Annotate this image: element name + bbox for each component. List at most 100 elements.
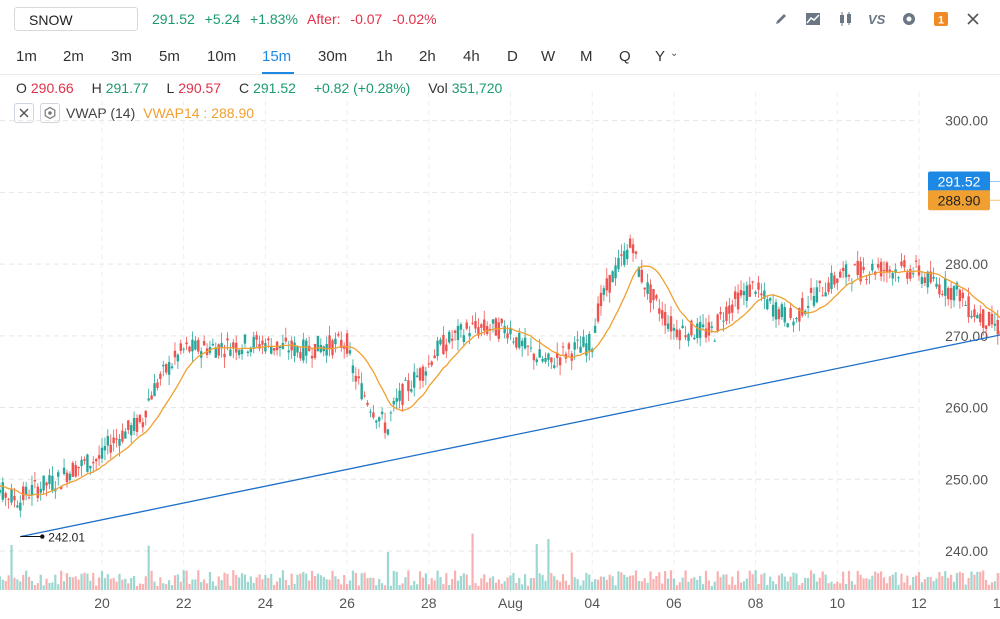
candle-body [725,306,728,321]
candle-body [270,346,273,354]
candle-body [964,305,967,307]
candle-body [100,447,104,459]
volume-bar [42,585,45,590]
volume-bar [410,585,413,590]
candle-body [401,383,404,405]
volume-bar [284,579,287,590]
candle-body [713,340,716,342]
volume-bar [769,576,772,590]
candle-body [202,341,206,346]
low-marker-dot [40,534,45,539]
candle-body [497,322,501,339]
symbol-input[interactable]: SNOW [14,7,138,31]
candle-body [197,339,200,352]
candle-body [652,289,655,301]
volume-bar [812,573,816,590]
volume-bar [30,580,34,590]
volume-bar [109,578,112,590]
timeframe-15m[interactable]: 15m [262,48,292,65]
volume-bar [351,570,355,590]
timeframe-4h[interactable]: 4h [463,48,480,65]
volume-bar [477,585,480,590]
candle-body [153,383,156,397]
timeframe-m[interactable]: M [580,48,593,65]
volume-bar [176,574,179,590]
candle-body [844,264,848,278]
timeframe-1m[interactable]: 1m [16,48,37,65]
timeframe-q[interactable]: Q [619,48,631,65]
volume-bar [506,577,509,590]
timeframe-3m[interactable]: 3m [111,48,132,65]
pencil-icon[interactable] [768,9,794,29]
volume-bar [65,573,69,590]
volume-bar [623,574,626,590]
last-price-tag [928,171,990,192]
volume-bar [71,577,74,590]
timeframe-2m[interactable]: 2m [63,48,84,65]
volume-bar [722,574,725,590]
candle-body [748,284,751,297]
candle-body [220,343,223,349]
candle-body [389,412,393,414]
volume-bar [436,570,439,590]
volume-bar [401,583,404,590]
low-marker-label: 242.01 [48,531,85,545]
area-chart-icon[interactable] [800,9,826,29]
timeframe-w[interactable]: W [541,48,556,65]
timeframe-2h[interactable]: 2h [419,48,436,65]
close-icon[interactable] [960,9,986,29]
candle-body [570,353,573,361]
volume-bar [130,577,133,590]
remove-indicator-button[interactable] [14,103,34,123]
timeframe-y[interactable]: Y [655,48,666,65]
candle-body [783,307,786,323]
candle-body [573,342,576,350]
volume-bar [777,575,781,590]
indicator-settings-button[interactable] [40,103,60,123]
x-tick-label: 26 [339,595,355,611]
volume-bar [920,582,924,590]
volume-bar [430,578,433,590]
volume-bar [847,570,851,590]
candle-body [967,296,970,318]
last-price: 291.52 [152,11,195,27]
volume-bar [859,574,862,590]
timeframe-5m[interactable]: 5m [159,48,180,65]
candlestick-icon[interactable] [832,9,858,29]
volume-bar [173,575,177,590]
timeframe-d[interactable]: D [507,48,518,65]
candle-body [684,335,687,338]
volume-bar [418,571,422,590]
candle-body [526,345,530,347]
candle-body [903,260,906,268]
candle-body [450,338,454,341]
timeframe-30m[interactable]: 30m [318,48,348,65]
price-change: +5.24 [204,11,241,27]
volume-bar [774,584,778,590]
volume-bar [261,579,264,590]
gear-icon [44,107,56,119]
settings-icon[interactable] [896,9,922,29]
timeframe-10m[interactable]: 10m [207,48,237,65]
candle-body [179,343,182,351]
volume-bar [10,544,13,590]
compare-vs-icon[interactable]: VS [864,9,890,29]
alert-badge-icon[interactable]: 1 [928,9,954,29]
volume-bar [118,573,121,590]
volume-bar [690,578,693,590]
candle-body [83,459,86,461]
volume-bar [132,575,136,590]
candle-body [731,304,734,313]
volume-bar [112,577,115,590]
volume-bar [885,583,889,590]
candle-body [696,323,699,338]
volume-bar [16,579,19,590]
candle-body [278,345,282,349]
candle-body [453,330,457,333]
volume-bar [836,581,839,590]
timeframe-1h[interactable]: 1h [376,48,393,65]
candle-body [36,486,40,499]
volume-bar [369,577,372,590]
volume-bar [529,578,533,590]
